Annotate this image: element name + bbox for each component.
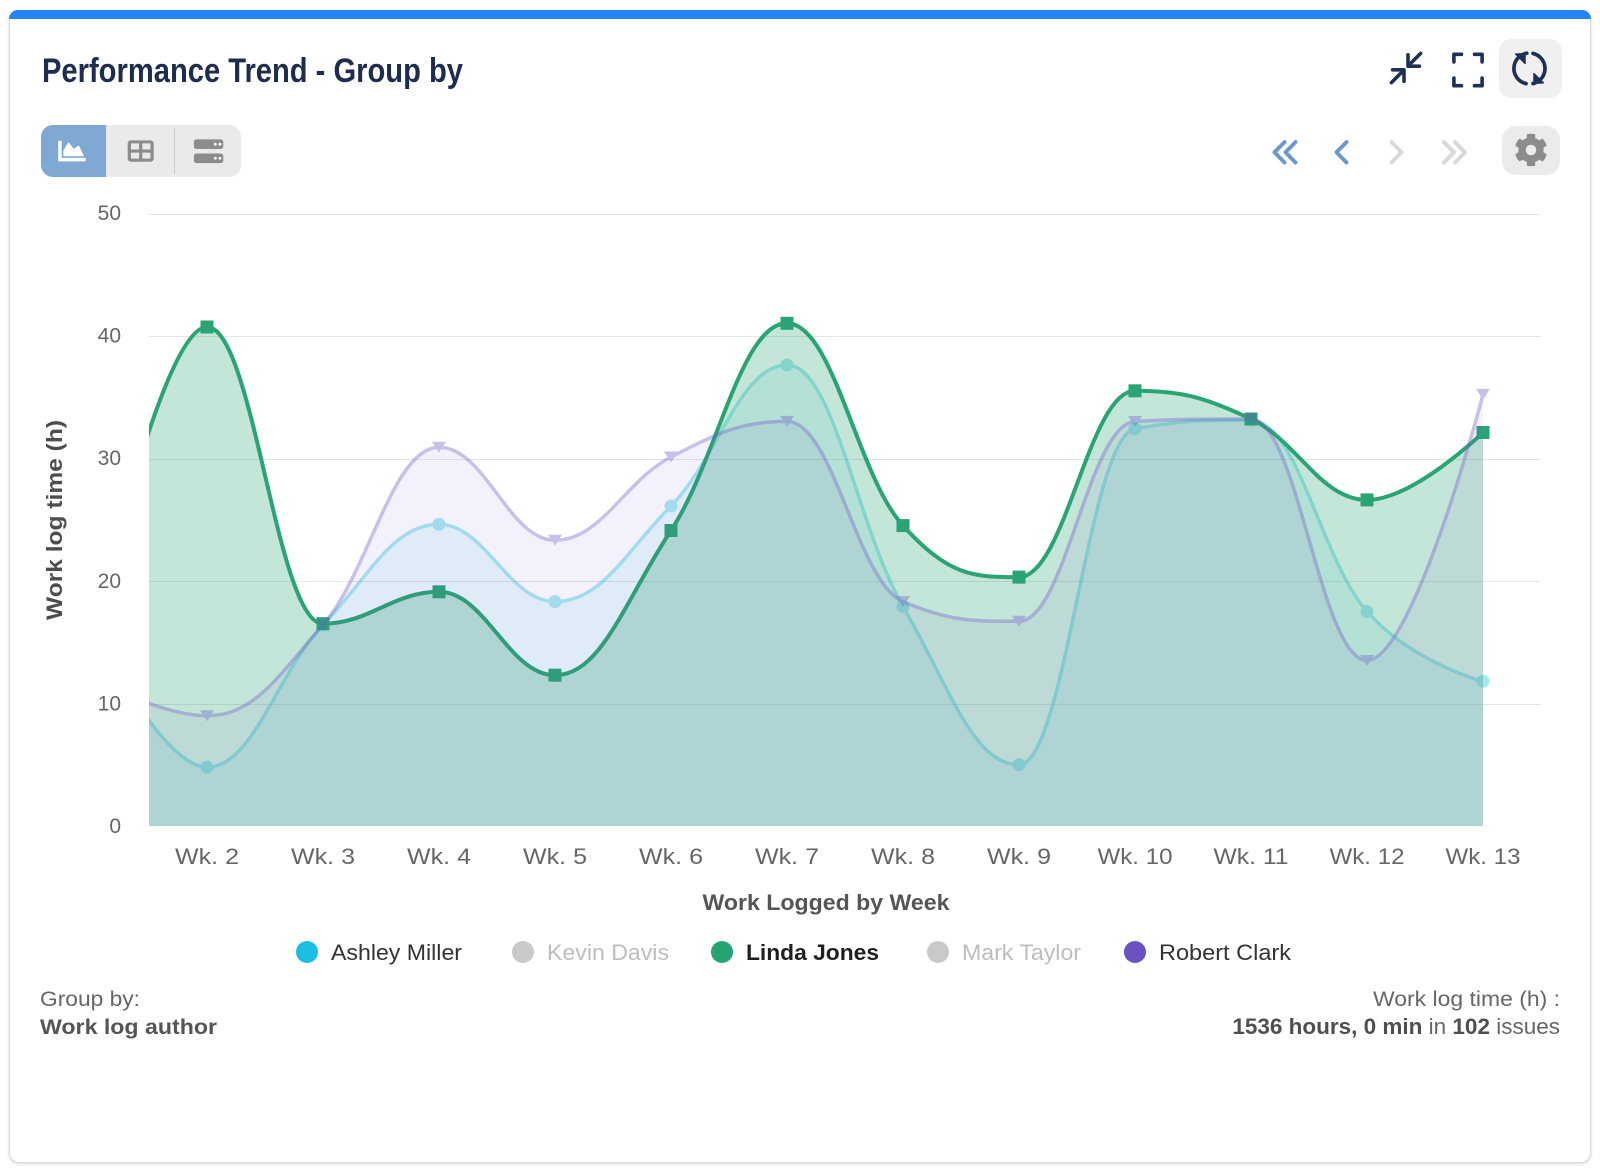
svg-text:Wk. 3: Wk. 3 [291,844,355,869]
svg-text:0: 0 [109,815,121,838]
svg-text:Work log time (h) :: Work log time (h) : [1373,988,1560,1011]
svg-text:Robert Clark: Robert Clark [1159,940,1292,965]
svg-text:20: 20 [98,570,121,593]
svg-text:Group by:: Group by: [40,988,140,1011]
svg-text:Wk. 2: Wk. 2 [175,844,239,869]
svg-text:Wk. 4: Wk. 4 [407,844,471,869]
svg-text:Wk. 7: Wk. 7 [755,844,819,869]
svg-text:Work log author: Work log author [40,1016,217,1039]
svg-text:Work log time (h): Work log time (h) [42,420,67,620]
svg-text:Kevin Davis: Kevin Davis [547,940,669,965]
svg-text:Mark Taylor: Mark Taylor [962,940,1081,965]
svg-text:Wk. 11: Wk. 11 [1214,844,1289,869]
svg-text:Wk. 9: Wk. 9 [987,844,1051,869]
svg-text:50: 50 [98,202,121,225]
svg-text:Wk. 8: Wk. 8 [871,844,935,869]
svg-text:30: 30 [98,447,121,470]
svg-text:Wk. 12: Wk. 12 [1330,844,1405,869]
svg-text:Ashley Miller: Ashley Miller [331,940,462,965]
svg-text:40: 40 [98,325,121,348]
svg-text:Wk. 13: Wk. 13 [1446,844,1521,869]
svg-text:Performance Trend - Group by: Performance Trend - Group by [42,52,463,90]
svg-text:Work Logged by Week: Work Logged by Week [703,890,951,915]
svg-text:10: 10 [98,692,121,715]
svg-text:Wk. 6: Wk. 6 [639,844,703,869]
svg-text:Wk. 10: Wk. 10 [1098,844,1173,869]
svg-text:Wk. 5: Wk. 5 [523,844,587,869]
svg-text:1536 hours, 0 min in 102 issue: 1536 hours, 0 min in 102 issues [1232,1014,1560,1039]
svg-text:Linda Jones: Linda Jones [746,940,879,965]
